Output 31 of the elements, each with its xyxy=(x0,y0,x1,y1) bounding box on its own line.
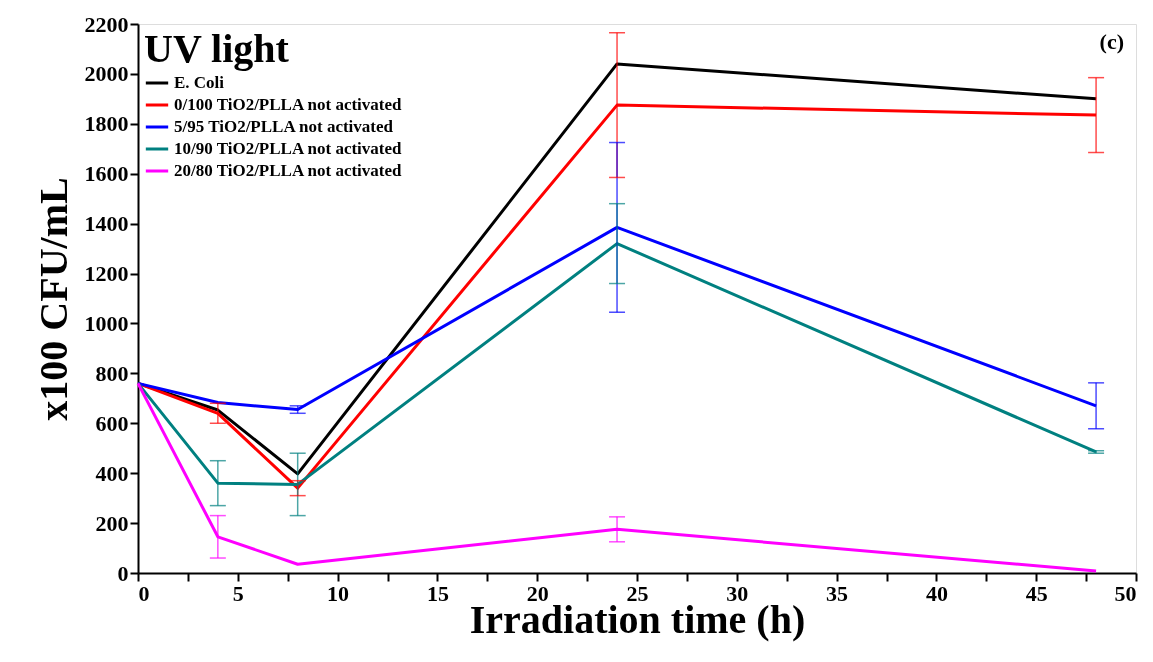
y-tick-label: 200 xyxy=(95,510,129,536)
y-axis-title: x100 CFU/mL xyxy=(30,177,76,421)
y-tick-label: 1200 xyxy=(84,261,129,287)
annotation: (c) xyxy=(1099,29,1124,54)
y-tick-label: 600 xyxy=(95,410,129,436)
y-tick-label: 1000 xyxy=(84,310,129,336)
x-tick-label: 35 xyxy=(826,580,849,606)
x-tick-label: 10 xyxy=(327,580,350,606)
y-tick-label: 2000 xyxy=(84,61,129,87)
legend-title: UV light xyxy=(144,26,290,71)
x-tick-label: 25 xyxy=(626,580,649,606)
legend-label: 5/95 TiO2/PLLA not activated xyxy=(174,117,394,136)
x-tick-label: 5 xyxy=(232,580,244,606)
y-tick-label: 800 xyxy=(95,360,129,386)
y-tick-label: 400 xyxy=(95,460,129,486)
x-tick-label: 0 xyxy=(138,580,150,606)
x-tick-label: 30 xyxy=(726,580,749,606)
x-tick-label: 50 xyxy=(1114,580,1137,606)
y-tick-label: 2200 xyxy=(84,11,129,37)
y-tick-label: 1600 xyxy=(84,161,129,187)
legend-label: E. Coli xyxy=(174,73,225,92)
x-tick-label: 15 xyxy=(426,580,449,606)
y-tick-label: 1800 xyxy=(84,111,129,137)
legend-label: 0/100 TiO2/PLLA not activated xyxy=(174,95,403,114)
x-tick-label: 45 xyxy=(1025,580,1048,606)
y-tick-label: 1400 xyxy=(84,211,129,237)
y-tick-label: 0 xyxy=(117,560,129,586)
line-series xyxy=(136,381,1098,573)
legend-label: 10/90 TiO2/PLLA not activated xyxy=(174,139,403,158)
legend-label: 20/80 TiO2/PLLA not activated xyxy=(174,161,403,180)
x-tick-label: 40 xyxy=(925,580,948,606)
